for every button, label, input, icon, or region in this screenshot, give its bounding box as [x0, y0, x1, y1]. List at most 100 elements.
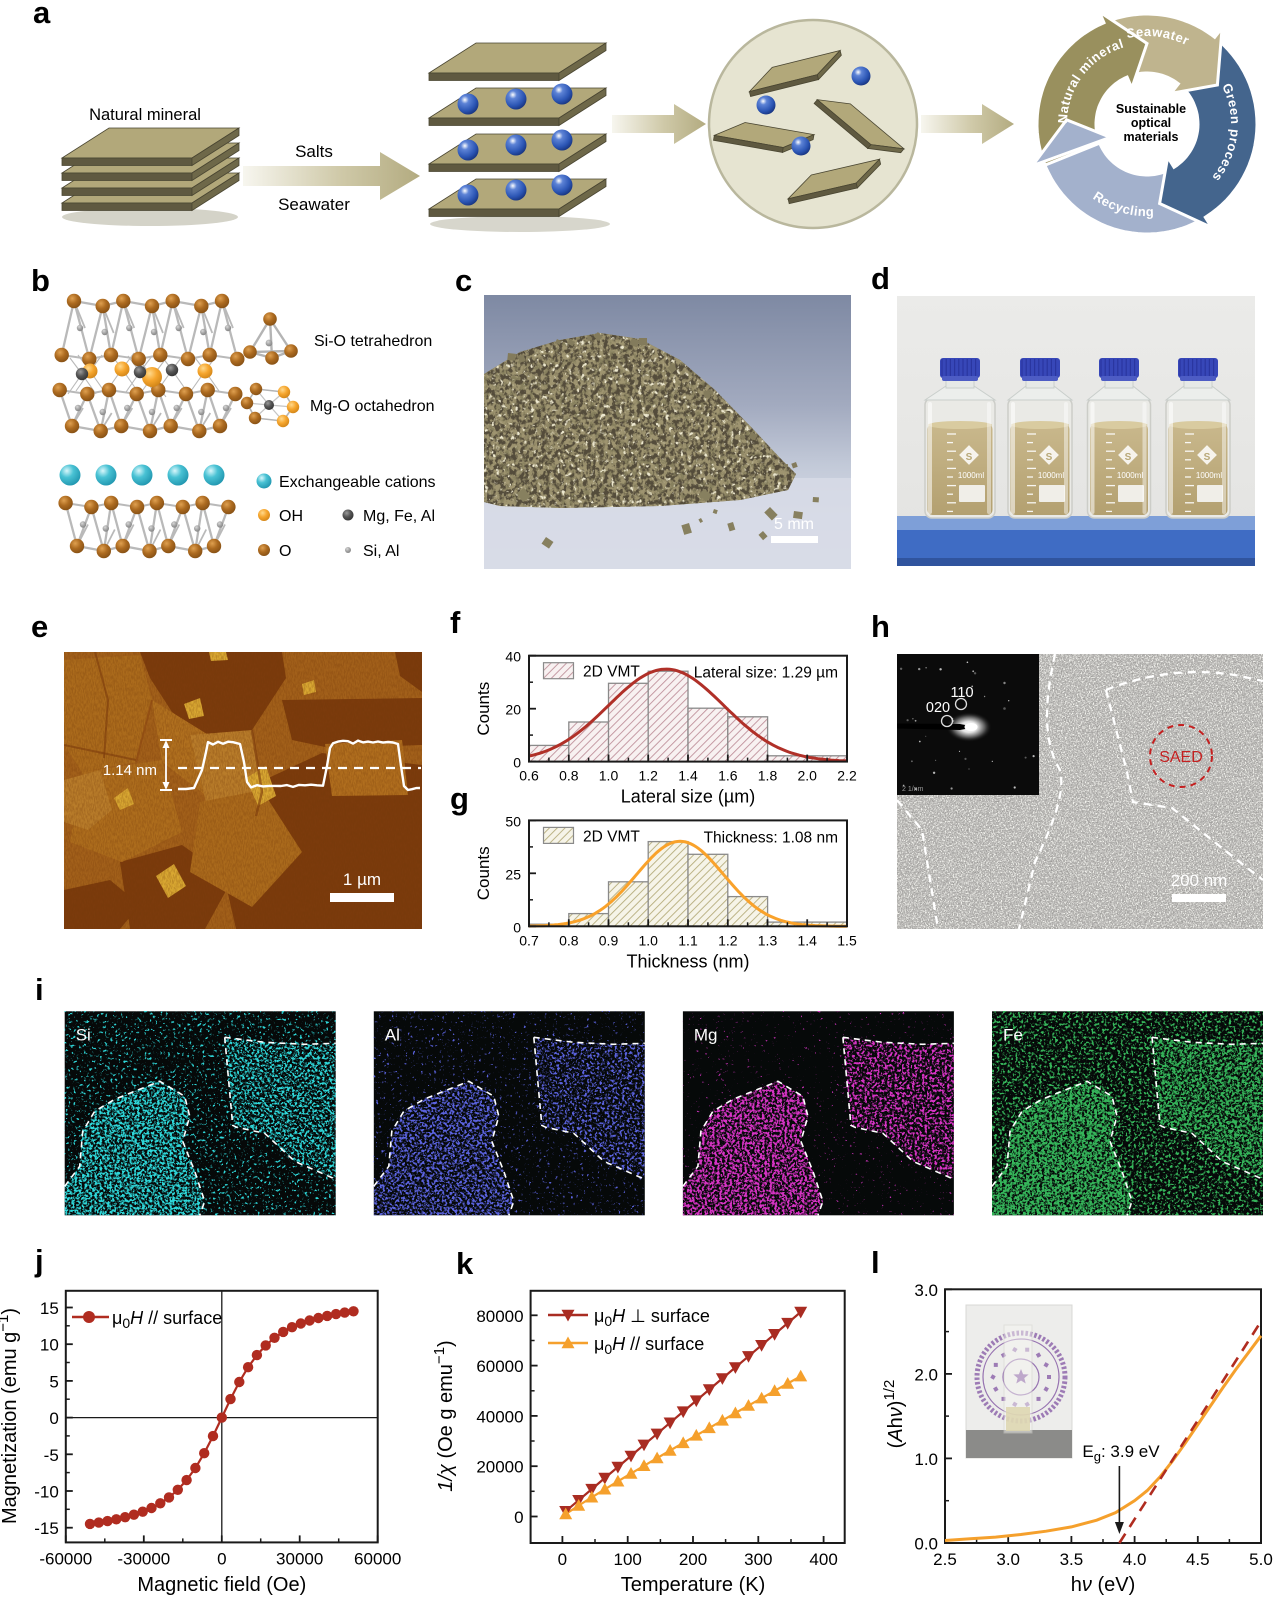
svg-text:SAED: SAED	[1159, 749, 1203, 766]
svg-text:S: S	[1204, 452, 1211, 463]
svg-text:60000: 60000	[476, 1357, 523, 1376]
svg-text:25: 25	[505, 866, 521, 882]
svg-text:4.0: 4.0	[1123, 1550, 1147, 1569]
svg-text:c: c	[455, 263, 472, 298]
svg-text:1.3: 1.3	[758, 932, 778, 948]
svg-text:Mg-O octahedron: Mg-O octahedron	[310, 398, 435, 415]
svg-text:0: 0	[49, 1409, 58, 1428]
svg-text:Magnetization (emu g−1): Magnetization (emu g−1)	[0, 1308, 21, 1524]
svg-text:-60000: -60000	[39, 1549, 92, 1568]
svg-text:200 nm: 200 nm	[1171, 871, 1228, 890]
svg-text:1.4: 1.4	[797, 932, 817, 948]
svg-text:5: 5	[49, 1372, 58, 1391]
svg-text:400: 400	[809, 1550, 837, 1569]
svg-text:Mg: Mg	[694, 1025, 718, 1044]
svg-text:k: k	[456, 1246, 474, 1281]
svg-text:110: 110	[950, 685, 973, 701]
svg-text:optical: optical	[1131, 116, 1171, 130]
svg-text:1.2: 1.2	[718, 932, 738, 948]
svg-text:0.6: 0.6	[519, 768, 539, 784]
svg-text:2.2: 2.2	[837, 768, 857, 784]
svg-text:Eg: 3.9 eV: Eg: 3.9 eV	[1082, 1442, 1160, 1464]
svg-text:g: g	[450, 781, 469, 816]
svg-text:3.0: 3.0	[914, 1281, 938, 1300]
svg-text:1.4: 1.4	[678, 768, 698, 784]
svg-text:materials: materials	[1124, 130, 1179, 144]
svg-text:Thickness: 1.08 nm: Thickness: 1.08 nm	[704, 829, 838, 846]
svg-text:μ0H // surface: μ0H // surface	[594, 1334, 704, 1357]
svg-text:O: O	[279, 543, 291, 560]
svg-text:b: b	[31, 263, 50, 298]
svg-text:Counts: Counts	[474, 682, 493, 736]
svg-text:OH: OH	[279, 508, 303, 525]
svg-text:4.5: 4.5	[1186, 1550, 1210, 1569]
svg-text:5 mm: 5 mm	[774, 516, 814, 533]
svg-text:d: d	[871, 261, 890, 296]
svg-text:100: 100	[614, 1550, 642, 1569]
svg-text:e: e	[31, 609, 48, 644]
svg-text:5.0: 5.0	[1249, 1550, 1273, 1569]
svg-text:0: 0	[514, 1508, 523, 1527]
svg-text:j: j	[34, 1243, 44, 1278]
svg-text:2D VMT: 2D VMT	[583, 828, 640, 845]
svg-text:0.9: 0.9	[599, 932, 619, 948]
svg-text:1000ml: 1000ml	[1038, 471, 1064, 480]
svg-text:1 µm: 1 µm	[343, 870, 381, 889]
svg-text:1.2: 1.2	[638, 768, 658, 784]
svg-text:a: a	[33, 0, 51, 30]
svg-text:l: l	[871, 1245, 880, 1280]
svg-text:1000ml: 1000ml	[1117, 471, 1143, 480]
svg-text:S: S	[1125, 452, 1132, 463]
svg-text:Exchangeable cations: Exchangeable cations	[279, 474, 436, 491]
svg-text:80000: 80000	[476, 1307, 523, 1326]
svg-text:1000ml: 1000ml	[1196, 471, 1222, 480]
svg-text:Temperature (K): Temperature (K)	[621, 1574, 766, 1596]
svg-text:Si, Al: Si, Al	[363, 543, 399, 560]
svg-text:μ0H // surface: μ0H // surface	[112, 1308, 222, 1331]
svg-text:Natural mineral: Natural mineral	[89, 106, 201, 124]
svg-text:Al: Al	[385, 1025, 400, 1044]
svg-text:-5: -5	[44, 1446, 59, 1465]
svg-text:hν (eV): hν (eV)	[1071, 1574, 1135, 1596]
svg-text:1.0: 1.0	[599, 768, 619, 784]
svg-text:0: 0	[558, 1550, 567, 1569]
svg-text:60000: 60000	[354, 1549, 401, 1568]
svg-text:0: 0	[513, 919, 521, 935]
svg-text:0.8: 0.8	[559, 932, 579, 948]
svg-text:1.0: 1.0	[914, 1450, 938, 1469]
svg-text:Lateral size (µm): Lateral size (µm)	[621, 787, 755, 807]
svg-text:200: 200	[679, 1550, 707, 1569]
svg-text:1.6: 1.6	[718, 768, 738, 784]
svg-text:1.5: 1.5	[837, 932, 857, 948]
svg-text:1.14 nm: 1.14 nm	[103, 762, 157, 779]
svg-text:Si: Si	[76, 1025, 91, 1044]
svg-text:Fe: Fe	[1003, 1025, 1023, 1044]
svg-text:Counts: Counts	[474, 846, 493, 900]
svg-text:-15: -15	[34, 1519, 59, 1538]
svg-text:Magnetic field (Oe): Magnetic field (Oe)	[137, 1574, 306, 1596]
svg-text:f: f	[450, 605, 461, 640]
svg-text:Sustainable: Sustainable	[1116, 102, 1186, 116]
svg-text:20000: 20000	[476, 1458, 523, 1477]
svg-text:Thickness (nm): Thickness (nm)	[626, 951, 749, 971]
svg-text:1.8: 1.8	[758, 768, 778, 784]
svg-text:0: 0	[513, 755, 521, 771]
svg-text:1000ml: 1000ml	[958, 471, 984, 480]
svg-text:2.0: 2.0	[914, 1365, 938, 1384]
svg-text:h: h	[871, 609, 890, 644]
svg-text:0.7: 0.7	[519, 932, 539, 948]
svg-text:-10: -10	[34, 1483, 59, 1502]
svg-text:1/χ (Oe g emu−1): 1/χ (Oe g emu−1)	[431, 1340, 458, 1491]
svg-text:1.1: 1.1	[678, 932, 698, 948]
svg-text:-30000: -30000	[117, 1549, 170, 1568]
svg-text:2 1/nm: 2 1/nm	[902, 786, 924, 793]
svg-text:2.5: 2.5	[933, 1550, 957, 1569]
svg-text:S: S	[966, 452, 973, 463]
svg-text:50: 50	[505, 813, 521, 829]
svg-text:40: 40	[505, 649, 521, 665]
svg-text:2D VMT: 2D VMT	[583, 664, 640, 681]
svg-text:Salts: Salts	[295, 142, 333, 161]
svg-text:10: 10	[40, 1336, 59, 1355]
svg-text:2.0: 2.0	[797, 768, 817, 784]
svg-text:0.0: 0.0	[914, 1535, 938, 1554]
